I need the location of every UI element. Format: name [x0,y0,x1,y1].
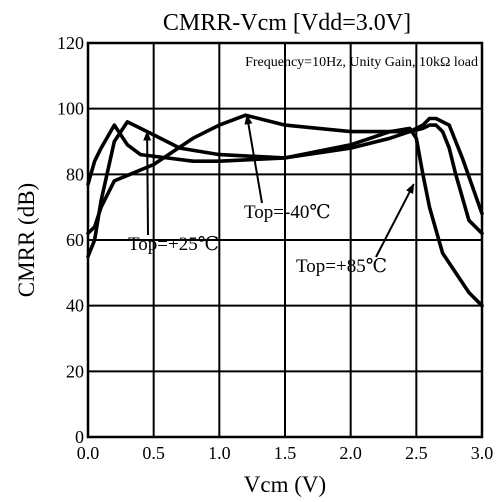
x-tick-label-0: 0.0 [77,443,100,463]
y-tick-label-4: 80 [66,164,84,184]
annotation-arrow-2 [375,183,415,258]
series-group [86,113,484,308]
annotation-label-0: Top=+25℃ [128,234,219,255]
x-tick-label-3: 1.5 [274,443,297,463]
series-line-2 [86,120,484,308]
x-axis-label: Vcm (V) [244,472,326,497]
y-axis-label: CMRR (dB) [14,183,39,297]
annotation-arrow-1 [244,114,263,204]
y-tick-label-6: 120 [57,33,84,53]
y-tick-label-5: 100 [57,99,84,119]
y-tick-label-2: 40 [66,296,84,316]
annotation-arrow-0 [143,130,152,236]
x-tick-label-2: 1.0 [208,443,231,463]
x-tick-label-6: 3.0 [471,443,494,463]
annotation-label-2: Top=+85℃ [296,256,387,277]
tick-labels: 0.0 0.5 1.0 1.5 2.0 2.5 3.0 0 20 40 60 80 100 120 [57,33,493,463]
chart-subtitle: Frequency=10Hz, Unity Gain, 10kΩ load [245,55,478,70]
chart-title: CMRR-Vcm [Vdd=3.0V] [163,10,411,36]
y-tick-label-0: 0 [75,427,84,447]
x-tick-label-4: 2.0 [339,443,362,463]
x-tick-label-1: 0.5 [142,443,165,463]
plot-frame [86,41,484,439]
annotation-group: Top=+25℃ Top=-40℃ Top=+85℃ [128,114,415,277]
y-tick-label-1: 20 [66,361,84,381]
y-tick-label-3: 60 [66,230,84,250]
x-tick-label-5: 2.5 [405,443,428,463]
annotation-label-1: Top=-40℃ [244,202,331,223]
